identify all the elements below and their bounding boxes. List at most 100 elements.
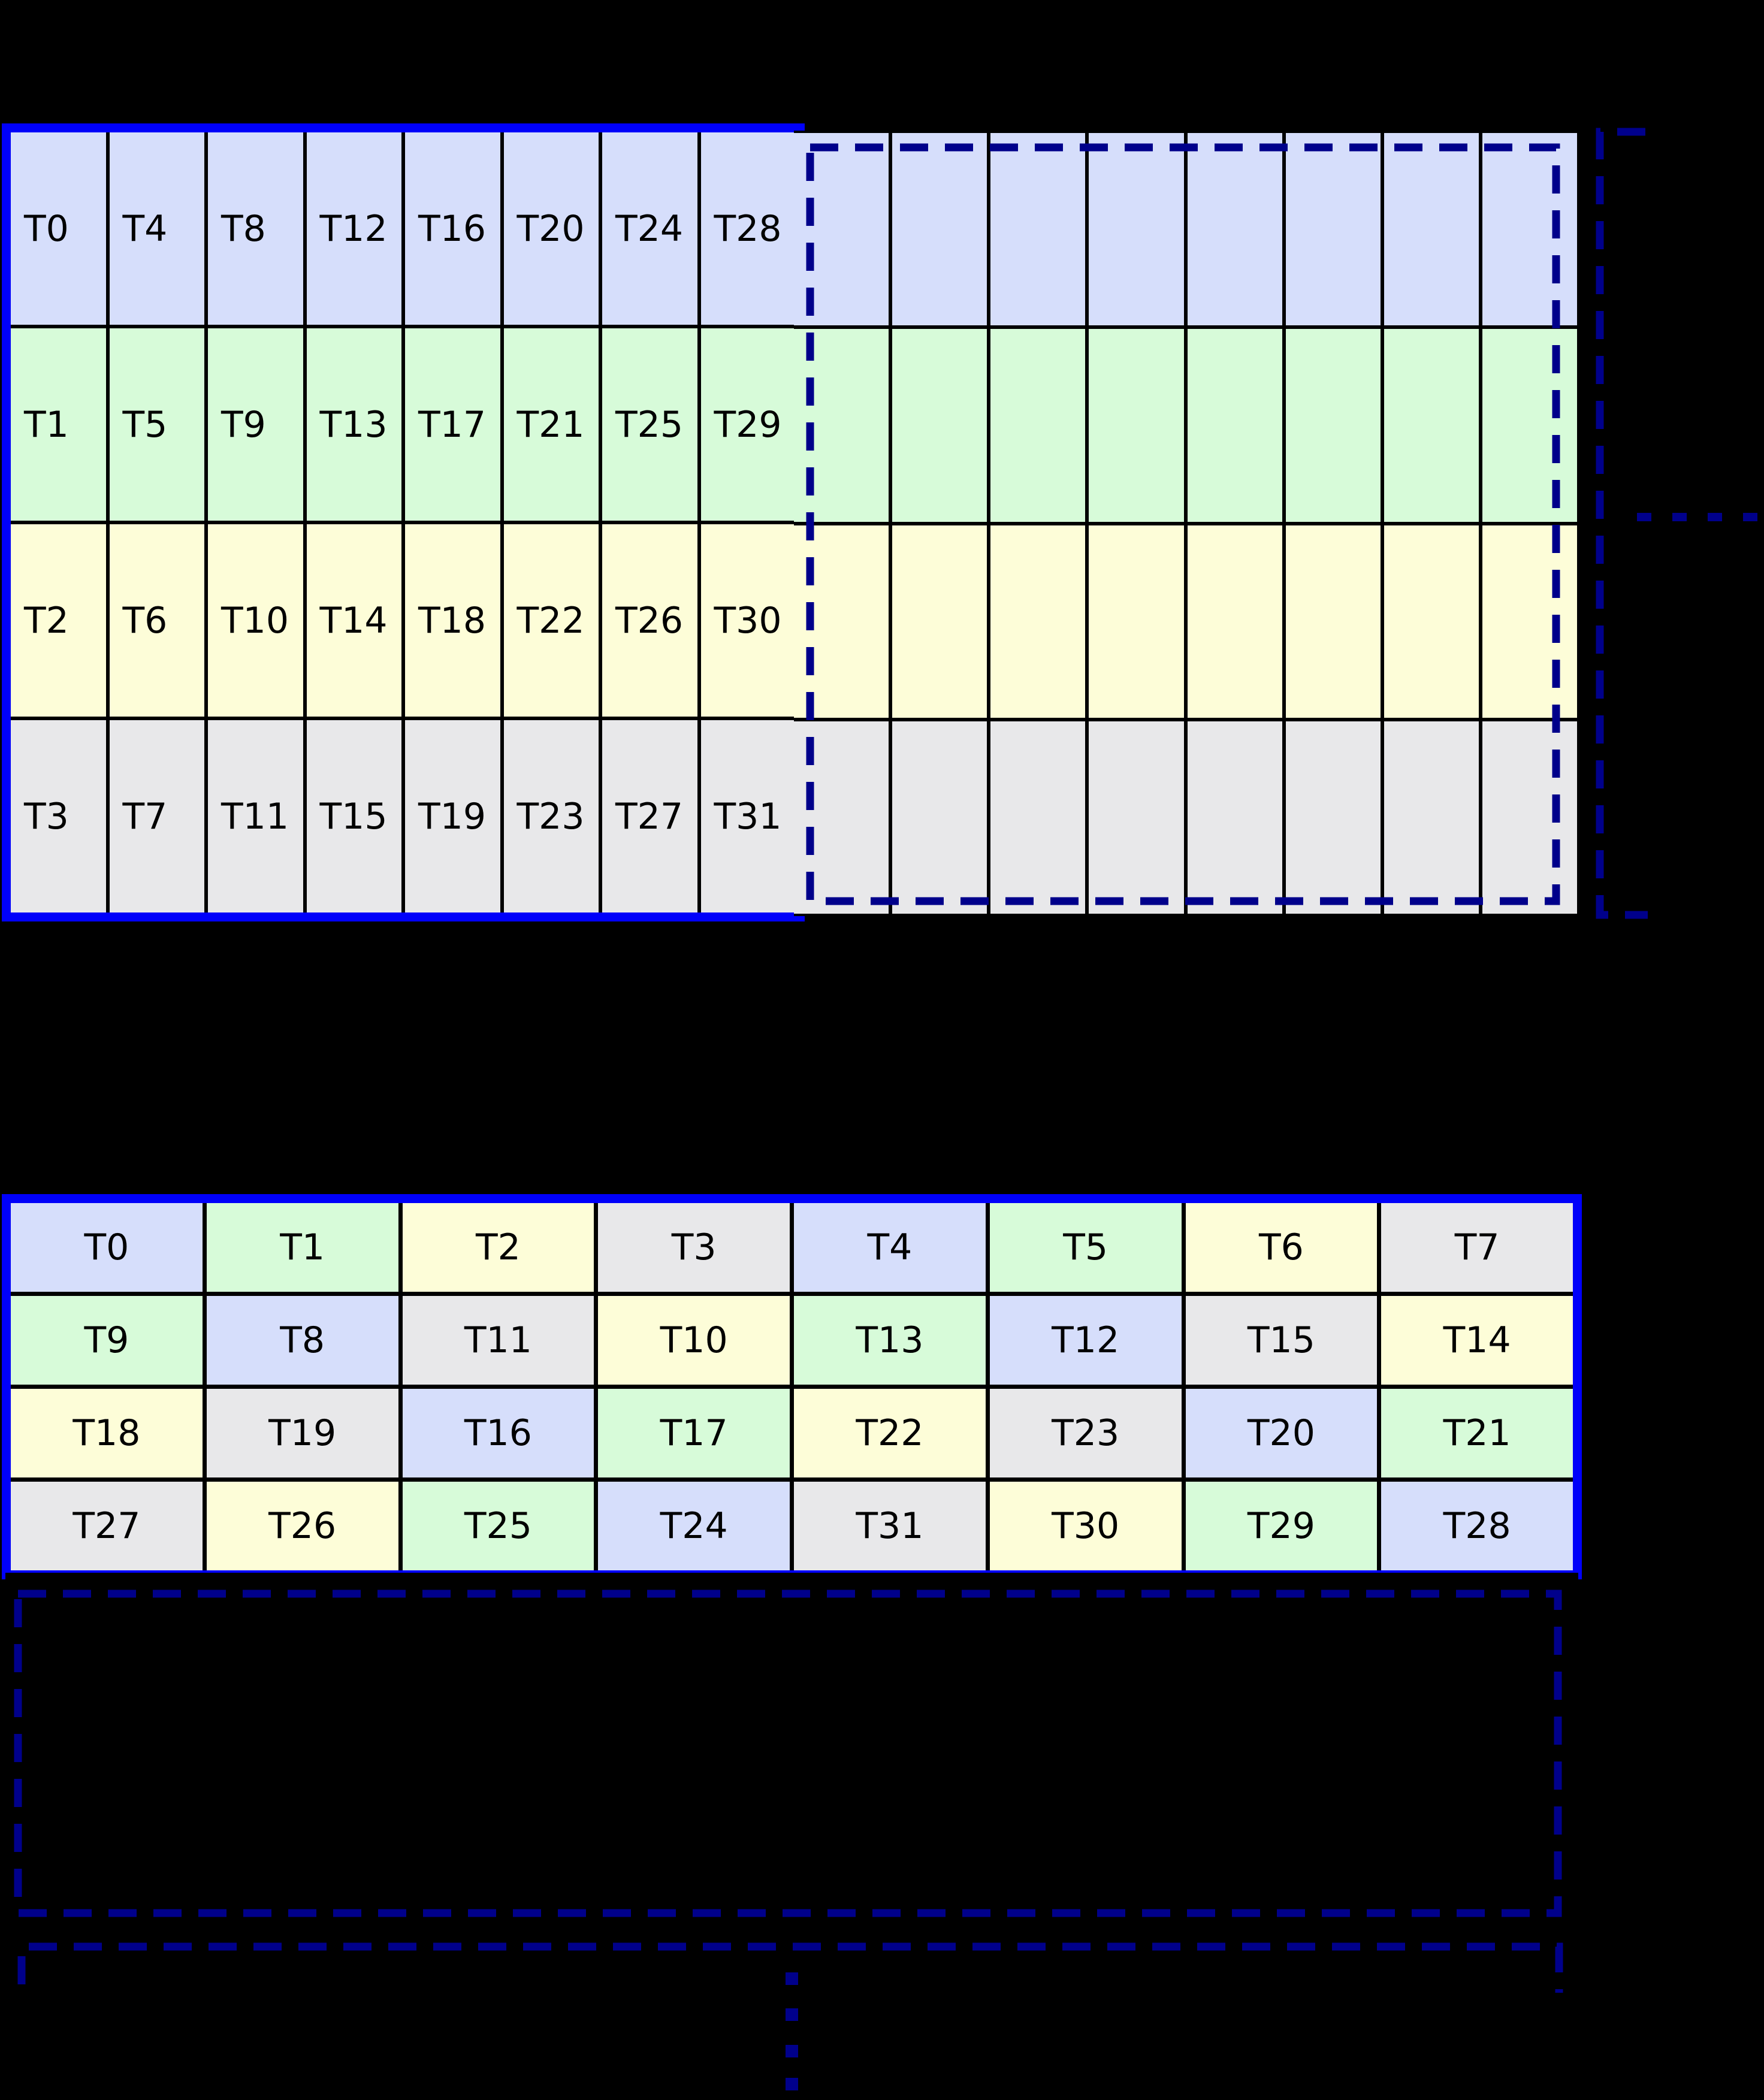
- thread-cell: T27: [11, 1482, 203, 1570]
- continuation-dot: [786, 2008, 798, 2021]
- empty-cell: [1482, 721, 1577, 914]
- continuation-dot: [786, 2045, 798, 2057]
- thread-cell: T0: [11, 132, 106, 325]
- thread-cell: T24: [602, 132, 697, 325]
- thread-cell: T2: [11, 524, 106, 717]
- thread-cell: T0: [11, 1203, 203, 1292]
- continuation-dot: [786, 1972, 798, 1985]
- thread-cell: T25: [402, 1482, 594, 1570]
- thread-cell: T7: [109, 720, 204, 912]
- empty-cell: [892, 133, 987, 326]
- thread-cell: T29: [1185, 1482, 1378, 1570]
- thread-cell: T14: [1381, 1296, 1573, 1385]
- empty-cell: [1187, 329, 1282, 522]
- thread-cell: T15: [306, 720, 401, 912]
- thread-cell: T1: [206, 1203, 398, 1292]
- right-continuation-dots: [1637, 513, 1757, 521]
- thread-cell: T9: [11, 1296, 203, 1385]
- thread-cell: T27: [602, 720, 697, 912]
- empty-cell: [990, 133, 1086, 326]
- thread-cell: T23: [503, 720, 599, 912]
- thread-cell: T26: [602, 524, 697, 717]
- empty-cell: [1384, 133, 1479, 326]
- empty-cell: [1384, 329, 1479, 522]
- thread-cell: T12: [989, 1296, 1182, 1385]
- empty-cell: [990, 525, 1086, 718]
- thread-cell: T25: [602, 328, 697, 521]
- bottom-continuation-bracket: [17, 1942, 1563, 1993]
- thread-cell: T21: [503, 328, 599, 521]
- thread-cell: T16: [405, 132, 500, 325]
- empty-cell: [1285, 525, 1381, 718]
- empty-cell: [1285, 133, 1381, 326]
- continuation-dot: [1672, 513, 1687, 521]
- empty-cell: [794, 721, 889, 914]
- thread-cell: T2: [402, 1203, 594, 1292]
- thread-cell: T4: [109, 132, 204, 325]
- thread-cell: T16: [402, 1389, 594, 1477]
- empty-cell: [990, 721, 1086, 914]
- thread-cell: T17: [598, 1389, 790, 1477]
- empty-cell: [1187, 525, 1282, 718]
- thread-cell: T22: [794, 1389, 986, 1477]
- thread-cell: T8: [206, 1296, 398, 1385]
- thread-cell: T18: [405, 524, 500, 717]
- empty-cell: [892, 329, 987, 522]
- thread-cell: T11: [208, 720, 303, 912]
- thread-cell: T8: [208, 132, 303, 325]
- empty-cell: [1187, 133, 1282, 326]
- swizzled-continuation-grid: [5, 1573, 1578, 1930]
- thread-cell: T10: [208, 524, 303, 717]
- empty-cell: [892, 721, 987, 914]
- thread-cell: T19: [206, 1389, 398, 1477]
- thread-cell: T5: [109, 328, 204, 521]
- empty-cell: [1089, 721, 1184, 914]
- empty-cell: [1187, 721, 1282, 914]
- thread-cell: T29: [700, 328, 796, 521]
- continuation-dot: [786, 2078, 798, 2090]
- empty-cell: [892, 525, 987, 718]
- empty-cell: [1482, 329, 1577, 522]
- thread-cell: T13: [306, 328, 401, 521]
- continuation-dot: [1708, 513, 1722, 521]
- thread-cell: T13: [794, 1296, 986, 1385]
- thread-cell: T22: [503, 524, 599, 717]
- empty-cell: [1384, 721, 1479, 914]
- empty-cell: [794, 525, 889, 718]
- thread-cell: T28: [700, 132, 796, 325]
- empty-cell: [1482, 133, 1577, 326]
- thread-cell: T19: [405, 720, 500, 912]
- thread-cell: T17: [405, 328, 500, 521]
- thread-cell: T18: [11, 1389, 203, 1477]
- thread-cell: T3: [11, 720, 106, 912]
- column-major-continuation-grid: [794, 131, 1579, 916]
- thread-cell: T21: [1381, 1389, 1573, 1477]
- bottom-continuation-dots: [786, 1972, 798, 2090]
- thread-cell: T6: [1185, 1203, 1378, 1292]
- thread-cell: T10: [598, 1296, 790, 1385]
- thread-cell: T20: [1185, 1389, 1378, 1477]
- thread-cell: T26: [206, 1482, 398, 1570]
- thread-cell: T30: [989, 1482, 1182, 1570]
- empty-cell: [1285, 721, 1381, 914]
- empty-cell: [794, 133, 889, 326]
- thread-cell: T15: [1185, 1296, 1378, 1385]
- thread-cell: T12: [306, 132, 401, 325]
- continuation-dot: [1743, 513, 1757, 521]
- thread-cell: T28: [1381, 1482, 1573, 1570]
- thread-cell: T23: [989, 1389, 1182, 1477]
- column-major-thread-grid: T0 T4 T8 T12 T16 T20 T24 T28 T1 T5 T9 T13 T17 T21 T25 T…: [2, 123, 805, 921]
- empty-cell: [794, 329, 889, 522]
- swizzled-thread-grid: T0 T1 T2 T3 T4 T5 T6 T7 T9 T8 T11 T10 T13 T12 T15 T14 T1…: [2, 1194, 1582, 1579]
- thread-cell: T14: [306, 524, 401, 717]
- right-continuation-bracket: [1596, 128, 1648, 919]
- empty-cell: [1482, 525, 1577, 718]
- thread-cell: T5: [989, 1203, 1182, 1292]
- empty-cell: [1089, 329, 1184, 522]
- thread-cell: T1: [11, 328, 106, 521]
- thread-cell: T6: [109, 524, 204, 717]
- empty-cell: [990, 329, 1086, 522]
- thread-cell: T4: [794, 1203, 986, 1292]
- thread-cell: T20: [503, 132, 599, 325]
- empty-cell: [1089, 133, 1184, 326]
